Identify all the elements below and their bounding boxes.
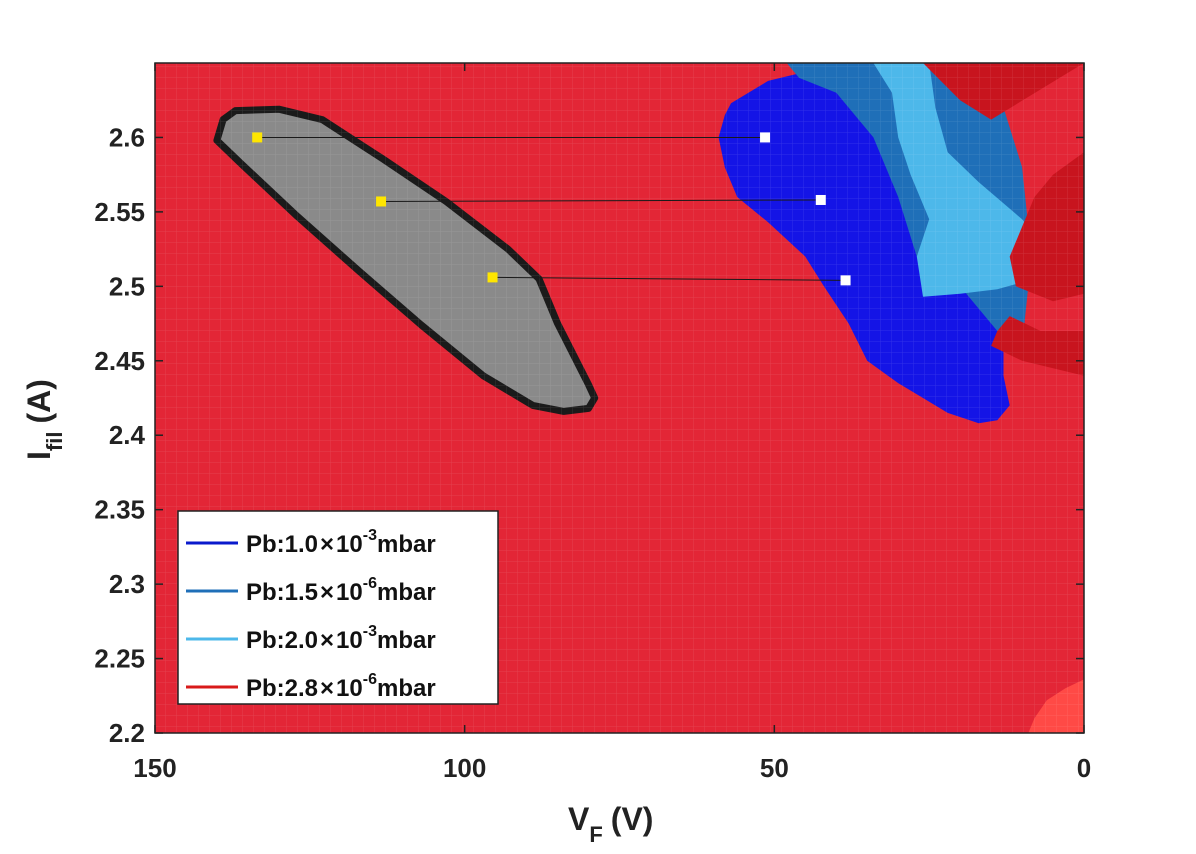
x-axis-label: VF (V) xyxy=(568,801,653,847)
legend: Pb:1.0×10-3mbar Pb:1.5×10-6mbar Pb:2.0×10-… xyxy=(177,510,499,705)
connectors-layer xyxy=(257,136,846,281)
y-tick-label: 2.3 xyxy=(109,569,145,599)
y-tick-label: 2.2 xyxy=(109,718,145,748)
marker-point-3 xyxy=(760,132,771,143)
y-tick-label: 2.45 xyxy=(94,346,145,376)
y-tick-label: 2.35 xyxy=(94,495,145,525)
x-axis-ticks: 150 100 50 0 xyxy=(133,63,1091,783)
y-axis-label: Ifil(A) xyxy=(21,379,67,460)
x-tick-label: 50 xyxy=(760,753,789,783)
legend-label-0: Pb:1.0×10-3mbar xyxy=(246,527,436,558)
y-tick-label: 2.25 xyxy=(94,644,145,674)
y-tick-label: 2.55 xyxy=(94,197,145,227)
y-tick-label: 2.4 xyxy=(109,420,146,450)
y-tick-label: 2.5 xyxy=(109,271,145,301)
x-tick-label: 0 xyxy=(1077,753,1091,783)
x-tick-label: 150 xyxy=(133,753,176,783)
legend-label-2: Pb:2.0×10-3mbar xyxy=(246,623,436,654)
legend-label-1: Pb:1.5×10-6mbar xyxy=(246,575,436,606)
connector-line-2 xyxy=(492,276,846,281)
marker-point-5 xyxy=(840,275,851,286)
y-tick-label: 2.6 xyxy=(109,122,145,152)
marker-point-2 xyxy=(487,272,498,283)
markers-layer xyxy=(252,132,851,286)
y-axis-ticks: 2.2 2.25 2.3 2.35 2.4 2.45 2.5 2.55 2.6 xyxy=(94,122,1084,748)
marker-point-4 xyxy=(815,194,826,205)
marker-point-1 xyxy=(376,196,387,207)
plot-frame xyxy=(154,62,1085,734)
marker-point-0 xyxy=(252,132,263,143)
legend-label-3: Pb:2.8×10-6mbar xyxy=(246,671,436,702)
x-tick-label: 100 xyxy=(443,753,486,783)
connector-line-1 xyxy=(381,199,821,202)
